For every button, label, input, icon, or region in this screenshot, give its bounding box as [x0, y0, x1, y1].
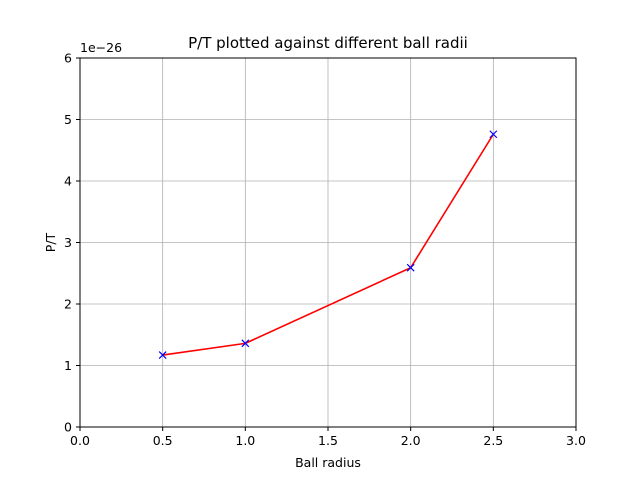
- y-offset-label: 1e−26: [80, 40, 122, 55]
- series-line: [162, 133, 495, 356]
- series-layer: [158, 130, 498, 359]
- data-point: [489, 130, 498, 139]
- y-tick-label: 5: [64, 112, 72, 127]
- x-tick-label: 2.5: [483, 433, 503, 448]
- x-tick-label: 1.0: [235, 433, 255, 448]
- x-axis-label: Ball radius: [295, 455, 361, 470]
- y-axis-label: P/T: [43, 232, 58, 252]
- data-point: [158, 351, 167, 359]
- x-tick-label: 0.5: [153, 433, 173, 448]
- y-tick-label: 6: [64, 51, 72, 66]
- data-point: [406, 263, 415, 272]
- y-tick-label: 2: [64, 297, 72, 312]
- data-point: [241, 339, 250, 348]
- x-tick-label: 1.5: [318, 433, 338, 448]
- y-tick-label: 3: [64, 235, 72, 250]
- ticks: 0.0 0.5 1.0 1.5 2.0 2.5 3.0 0 1 2 3 4 5 6: [64, 51, 586, 449]
- chart-title: P/T plotted against different ball radii: [188, 34, 468, 52]
- x-tick-label: 0.0: [70, 433, 90, 448]
- y-tick-label: 0: [64, 420, 72, 435]
- y-tick-label: 4: [64, 174, 72, 189]
- x-tick-label: 2.0: [401, 433, 421, 448]
- x-tick-label: 3.0: [566, 433, 586, 448]
- y-tick-label: 1: [64, 358, 72, 373]
